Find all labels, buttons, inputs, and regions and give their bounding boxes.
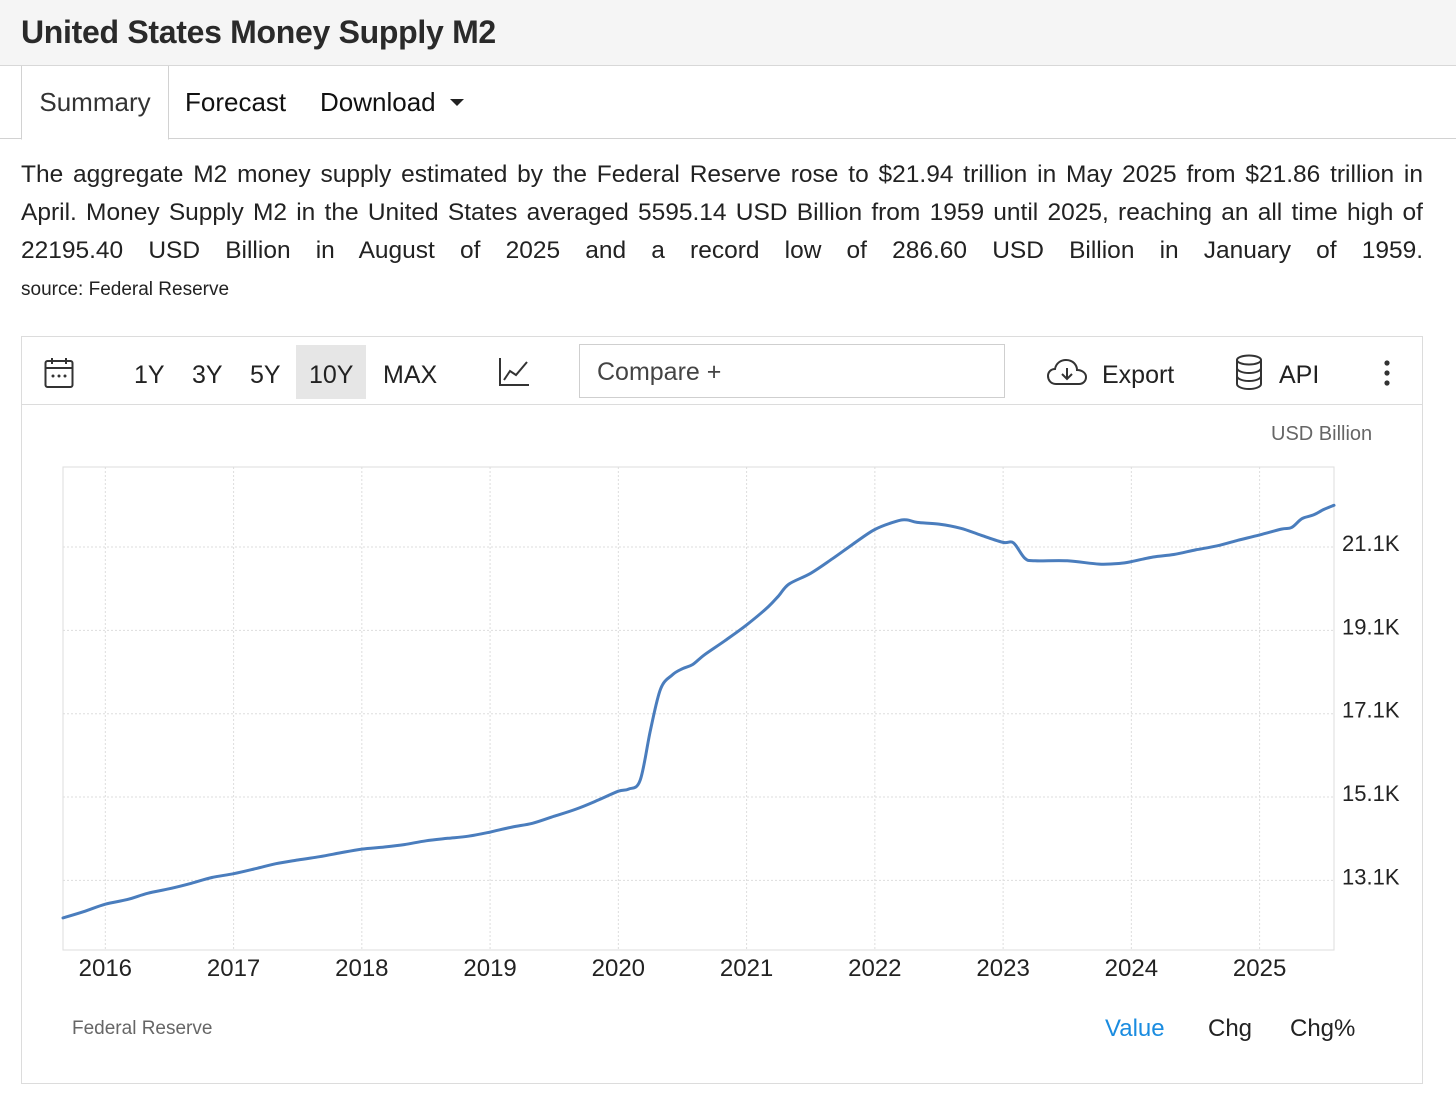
description: The aggregate M2 money supply estimated … xyxy=(21,161,1423,264)
export-button[interactable]: Export xyxy=(1102,361,1175,389)
page-title: United States Money Supply M2 xyxy=(21,14,496,50)
cloud-download-icon[interactable] xyxy=(1046,357,1088,387)
source-note: source: Federal Reserve xyxy=(21,279,230,300)
chart-toolbar: 1Y 3Y 5Y 10Y MAX Compare + Export API xyxy=(22,337,1422,405)
database-icon[interactable] xyxy=(1234,354,1264,390)
line-chart-icon[interactable] xyxy=(498,357,530,387)
range-3y[interactable]: 3Y xyxy=(192,361,223,389)
range-1y[interactable]: 1Y xyxy=(134,361,165,389)
tab-forecast[interactable]: Forecast xyxy=(185,87,287,117)
unit-label: USD Billion xyxy=(1271,423,1373,445)
tab-summary[interactable]: Summary xyxy=(21,66,169,140)
more-vertical-icon[interactable] xyxy=(1383,359,1391,387)
title-bar: United States Money Supply M2 xyxy=(0,0,1456,66)
range-5y[interactable]: 5Y xyxy=(250,361,281,389)
calendar-icon[interactable] xyxy=(44,357,74,389)
chg-button[interactable]: Chg xyxy=(1208,1015,1253,1042)
compare-input[interactable]: Compare + xyxy=(579,344,1005,398)
footer-source: Federal Reserve xyxy=(72,1018,213,1039)
range-max[interactable]: MAX xyxy=(383,361,438,389)
value-button[interactable]: Value xyxy=(1105,1015,1165,1042)
chart-panel: 1Y 3Y 5Y 10Y MAX Compare + Export API xyxy=(21,336,1423,1084)
tab-bar: Summary Forecast Download xyxy=(0,66,1456,140)
tab-download[interactable]: Download xyxy=(320,66,464,139)
range-10y[interactable]: 10Y xyxy=(296,345,367,399)
chg-pct-button[interactable]: Chg% xyxy=(1290,1015,1356,1042)
caret-down-icon xyxy=(449,98,464,106)
api-button[interactable]: API xyxy=(1279,361,1320,389)
tab-download-label: Download xyxy=(320,87,436,117)
